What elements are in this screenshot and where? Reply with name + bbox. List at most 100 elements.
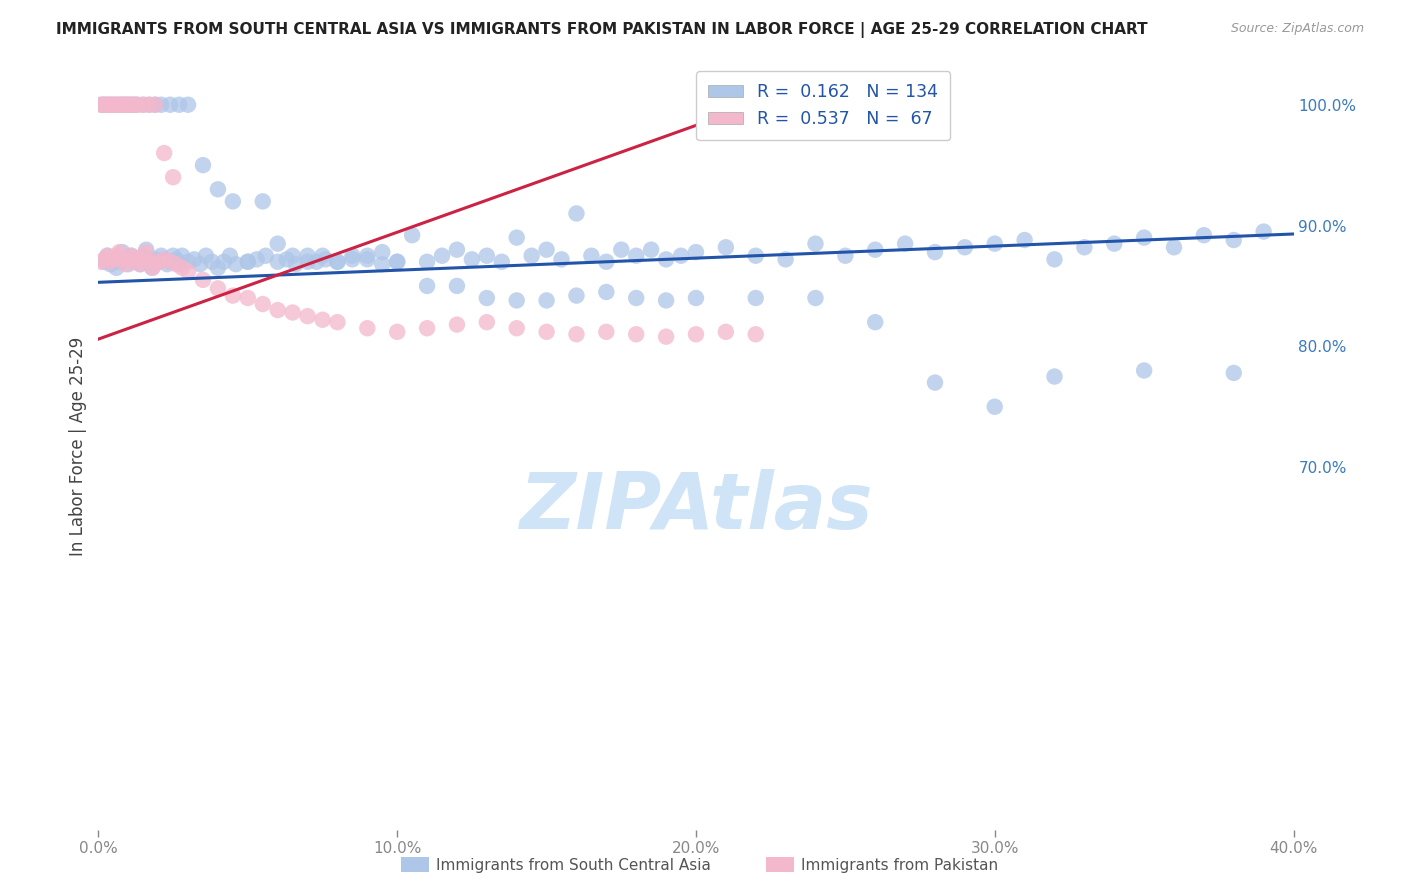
Point xyxy=(236,254,259,268)
Point xyxy=(252,194,274,209)
Point xyxy=(127,252,149,267)
Point xyxy=(141,260,163,275)
Point xyxy=(143,97,166,112)
Point xyxy=(108,97,131,112)
Point xyxy=(550,252,572,267)
Point xyxy=(153,252,176,267)
Point xyxy=(804,291,827,305)
Point xyxy=(276,252,298,267)
Point xyxy=(105,97,128,112)
Point xyxy=(117,97,139,112)
Point xyxy=(98,254,122,268)
Point xyxy=(626,291,648,305)
Point xyxy=(167,97,190,112)
Point xyxy=(356,321,378,335)
Point xyxy=(127,97,149,112)
Text: Source: ZipAtlas.com: Source: ZipAtlas.com xyxy=(1230,22,1364,36)
Point xyxy=(177,97,200,112)
Point xyxy=(356,249,378,263)
Point xyxy=(536,325,558,339)
Point xyxy=(132,97,155,112)
Point xyxy=(894,236,917,251)
Point xyxy=(924,245,946,260)
Point xyxy=(1043,252,1066,267)
Point xyxy=(105,249,128,263)
Point xyxy=(281,249,304,263)
Point xyxy=(356,252,378,267)
Point xyxy=(565,288,588,302)
Point xyxy=(1163,240,1185,254)
Text: ZIPAtlas: ZIPAtlas xyxy=(519,469,873,545)
Point xyxy=(446,318,468,332)
Point xyxy=(129,257,152,271)
Point xyxy=(610,243,633,257)
Point xyxy=(536,293,558,308)
Point xyxy=(446,279,468,293)
Point xyxy=(714,325,737,339)
Point xyxy=(219,249,242,263)
Point xyxy=(111,245,134,260)
Point xyxy=(90,97,112,112)
Point xyxy=(124,254,146,268)
Point xyxy=(143,252,166,267)
Legend: R =  0.162   N = 134, R =  0.537   N =  67: R = 0.162 N = 134, R = 0.537 N = 67 xyxy=(696,71,950,140)
Point xyxy=(191,158,214,172)
Point xyxy=(342,249,364,263)
Point xyxy=(236,254,259,268)
Point xyxy=(177,254,200,268)
Point xyxy=(207,281,229,295)
Point xyxy=(326,254,349,268)
Point xyxy=(93,97,115,112)
Point xyxy=(150,249,173,263)
Point xyxy=(1073,240,1095,254)
Point xyxy=(98,97,122,112)
Point xyxy=(595,325,617,339)
Point xyxy=(114,257,136,271)
Point xyxy=(267,254,290,268)
Point xyxy=(120,249,142,263)
Point xyxy=(103,252,125,267)
Point xyxy=(153,252,176,267)
Point xyxy=(138,97,160,112)
Point xyxy=(96,97,118,112)
Point xyxy=(143,257,166,271)
Point xyxy=(685,291,707,305)
Point xyxy=(745,249,768,263)
Point xyxy=(446,243,468,257)
Point xyxy=(96,249,118,263)
Point xyxy=(153,146,176,161)
Point xyxy=(984,400,1007,414)
Text: IMMIGRANTS FROM SOUTH CENTRAL ASIA VS IMMIGRANTS FROM PAKISTAN IN LABOR FORCE | : IMMIGRANTS FROM SOUTH CENTRAL ASIA VS IM… xyxy=(56,22,1147,38)
Point xyxy=(655,293,678,308)
Point xyxy=(138,254,160,268)
Point xyxy=(172,249,194,263)
Point xyxy=(120,97,142,112)
Point xyxy=(804,236,827,251)
Point xyxy=(108,254,131,268)
Y-axis label: In Labor Force | Age 25-29: In Labor Force | Age 25-29 xyxy=(69,336,87,556)
Text: Immigrants from Pakistan: Immigrants from Pakistan xyxy=(801,858,998,872)
Point xyxy=(191,273,214,287)
Point xyxy=(267,236,290,251)
Point xyxy=(195,249,218,263)
Point xyxy=(159,254,181,268)
Point xyxy=(156,257,179,271)
Point xyxy=(108,97,131,112)
Point xyxy=(132,249,155,263)
Point xyxy=(626,249,648,263)
Point xyxy=(90,97,112,112)
Point xyxy=(491,254,513,268)
Point xyxy=(1104,236,1126,251)
Point xyxy=(183,252,205,267)
Point xyxy=(1223,233,1246,247)
Point xyxy=(159,254,181,268)
Point xyxy=(745,327,768,342)
Point xyxy=(103,97,125,112)
Point xyxy=(595,285,617,299)
Point xyxy=(98,97,122,112)
Point xyxy=(138,97,160,112)
Point xyxy=(141,260,163,275)
Point xyxy=(138,254,160,268)
Point xyxy=(148,254,170,268)
Point xyxy=(124,254,146,268)
